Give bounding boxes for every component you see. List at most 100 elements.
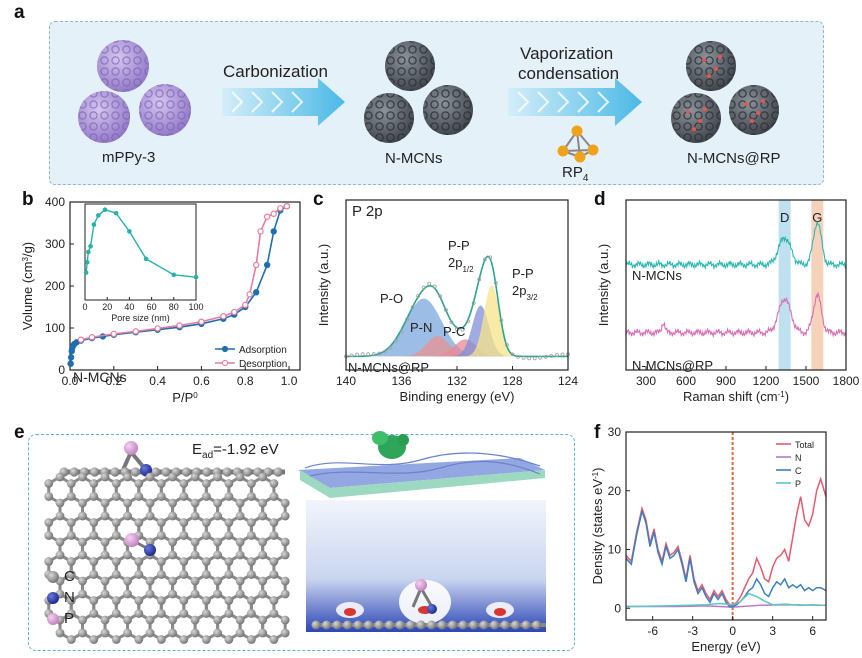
- chart-d-xtick-label: 900: [716, 374, 736, 388]
- lattice-carbon-atom: [145, 498, 155, 508]
- lattice-carbon-atom: [66, 518, 76, 527]
- panel-label-e: e: [14, 422, 25, 443]
- lattice-carbon-atom: [258, 628, 268, 638]
- chart-d-ylabel: Intensity (a.u.): [596, 244, 611, 326]
- chart-c-data-point: [477, 277, 482, 282]
- lattice-carbon-atom: [269, 531, 279, 540]
- lattice-carbon-atom: [269, 570, 279, 579]
- chart-c-data-point: [466, 319, 471, 324]
- chart-c-label-pp12: P-P: [448, 238, 470, 253]
- lattice-carbon-atom: [55, 537, 65, 547]
- chart-f-xtick-label: 3: [769, 624, 776, 638]
- lattice-carbon-atom: [213, 498, 223, 508]
- chart-c-data-point: [366, 352, 371, 356]
- chart-b-point-desorption: [270, 210, 277, 217]
- lattice-carbon-atom: [134, 557, 144, 566]
- rp4-molecule-icon: [557, 125, 599, 163]
- lattice-carbon-atom: [190, 550, 200, 560]
- chart-d-xlabel: Raman shift (cm-1): [683, 389, 789, 404]
- side-carbon-atom: [273, 467, 283, 477]
- lattice-carbon-atom: [66, 609, 76, 618]
- lattice-carbon-atom: [201, 635, 211, 644]
- lattice-carbon-atom: [246, 557, 256, 566]
- lattice-carbon-atom: [134, 492, 144, 501]
- chart-c-data-point: [410, 305, 415, 310]
- chart-b-point-desorption: [88, 334, 96, 341]
- lattice-carbon-atom: [78, 615, 87, 625]
- lattice-carbon-atom: [269, 518, 279, 527]
- lattice-carbon-atom: [280, 589, 290, 599]
- lattice-carbon-atom: [179, 492, 189, 501]
- chart-d-xtick-label: 1800: [833, 374, 860, 388]
- side-carbon-atom: [69, 467, 79, 477]
- lattice-carbon-atom: [156, 531, 166, 540]
- side-carbon-atom: [110, 467, 120, 477]
- slice-carbon-atom: [343, 620, 352, 630]
- chart-f-xtick-label: -3: [687, 624, 698, 638]
- chart-b-xlabel: P/P0: [172, 390, 198, 405]
- lattice-carbon-atom: [179, 557, 189, 566]
- chart-b-point-adsorption: [67, 354, 75, 361]
- chart-f-xtick-label: -6: [647, 624, 658, 638]
- side-carbon-atom: [202, 467, 212, 477]
- lattice-carbon-atom: [111, 609, 121, 618]
- lattice-carbon-atom: [168, 472, 177, 482]
- chart-b-ytick-label: 100: [45, 321, 65, 335]
- chart-c-data-point: [538, 355, 543, 360]
- chart-b-inset-point: [113, 210, 119, 216]
- chart-c-data-point: [482, 257, 487, 262]
- chart-c-data-point: [460, 327, 465, 332]
- chart-b-inset-xtick-label: 20: [102, 302, 112, 312]
- chart-b-xtick-label: 0.4: [149, 374, 166, 388]
- lattice-carbon-atom: [66, 479, 76, 488]
- chart-b-inset-xlabel: Pore size (nm): [111, 313, 170, 323]
- chart-f-xlabel: Energy (eV): [691, 639, 760, 654]
- chart-f-legend-label: N: [795, 453, 802, 463]
- slice-carbon-atom: [374, 620, 384, 630]
- lattice-carbon-atom: [100, 615, 110, 625]
- chart-b-legend-marker: [221, 345, 229, 353]
- slice-carbon-atom: [322, 620, 331, 630]
- lattice-carbon-atom: [224, 609, 234, 618]
- lattice-carbon-atom: [55, 511, 65, 521]
- lattice-carbon-atom: [100, 511, 110, 521]
- chart-b-xtick-label: 1.0: [281, 374, 298, 388]
- lattice-carbon-atom: [246, 518, 256, 527]
- side-carbon-atom: [161, 467, 171, 477]
- chart-b-inset-xtick-label: 0: [82, 302, 87, 312]
- lattice-carbon-atom: [111, 531, 121, 540]
- chart-b-point-adsorption: [263, 261, 271, 269]
- chart-c-xps: 140 136 132 128 124 Binding energy (eV) Intens…: [316, 199, 578, 404]
- lattice-carbon-atom: [100, 589, 110, 599]
- chart-b-isotherm: 0.0 0.2 0.4 0.6 0.8 1.00100200300400P/P0Volum…: [20, 195, 301, 405]
- lattice-carbon-atom: [269, 557, 279, 566]
- lattice-carbon-atom: [123, 511, 132, 521]
- chart-b-inset-point: [171, 272, 177, 278]
- chart-f-legend-label: Total: [795, 440, 814, 450]
- chart-c-data-point: [360, 352, 365, 357]
- lattice-carbon-atom: [89, 557, 99, 566]
- mppy-sphere-top: [97, 40, 149, 92]
- lattice-phosphorus-atom: [125, 533, 139, 547]
- legend-label-p: P: [64, 610, 75, 627]
- lattice-carbon-atom: [201, 518, 211, 527]
- lattice-carbon-atom: [156, 479, 166, 488]
- chart-c-xtick-label: 132: [447, 374, 467, 388]
- adsorption-energy-label: Ead=-1.92 eV: [192, 441, 279, 461]
- chart-c-data-point: [505, 343, 509, 347]
- mcnrp-sphere-left: [671, 93, 721, 143]
- chart-c-data-point: [449, 320, 454, 325]
- slice-carbon-atom: [385, 620, 394, 630]
- lattice-carbon-atom: [145, 576, 155, 586]
- slice-carbon-atom: [532, 620, 541, 630]
- lattice-carbon-atom: [123, 550, 132, 560]
- chart-b-point-desorption: [176, 322, 183, 329]
- legend-label-n: N: [64, 589, 75, 606]
- chart-c-title: P 2p: [352, 203, 383, 220]
- lattice-carbon-atom: [100, 628, 110, 638]
- chart-c-data-point: [355, 352, 359, 357]
- chart-b-inset-point: [193, 274, 199, 280]
- slice-carbon-atom: [511, 620, 520, 630]
- lattice-carbon-atom: [269, 635, 279, 644]
